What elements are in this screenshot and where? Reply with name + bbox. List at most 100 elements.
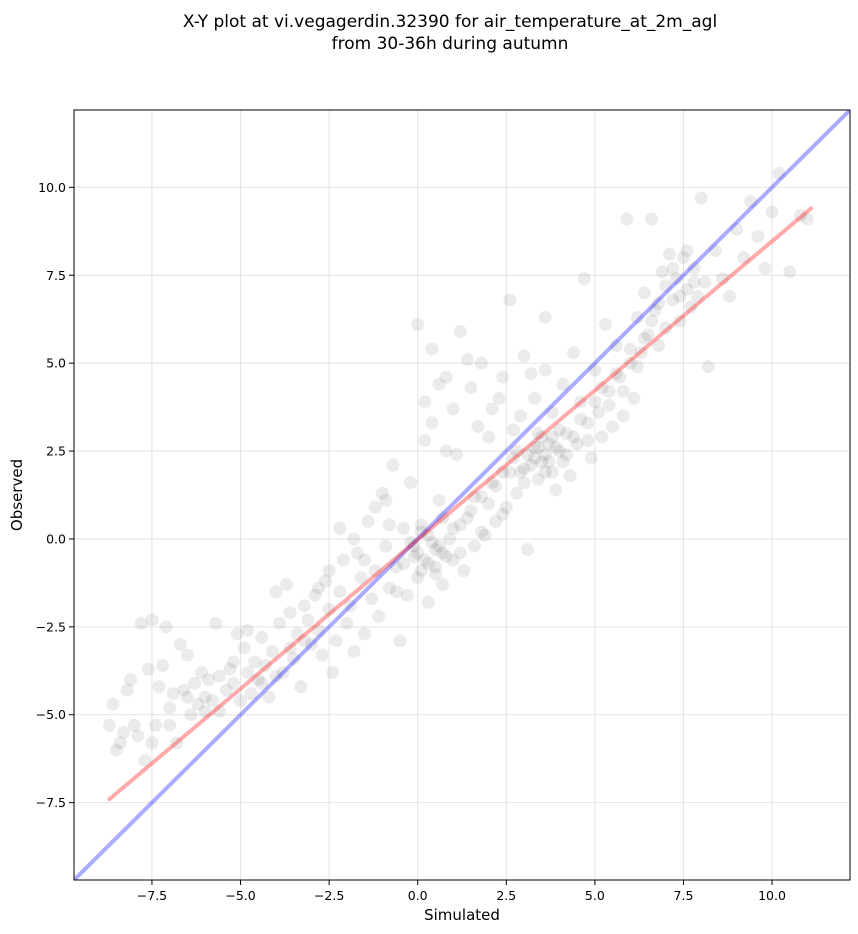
y-tick-label: 7.5 [46, 268, 66, 283]
scatter-point [641, 328, 655, 342]
scatter-point [489, 514, 503, 528]
scatter-point [510, 444, 524, 458]
scatter-point [432, 493, 446, 507]
scatter-point [627, 391, 641, 405]
scatter-point [503, 465, 517, 479]
scatter-point [552, 444, 566, 458]
scatter-point [751, 230, 765, 244]
scatter-point [156, 659, 170, 673]
scatter-point [421, 528, 435, 542]
scatter-point [439, 444, 453, 458]
scatter-point [166, 687, 180, 701]
scatter-point [113, 736, 127, 750]
scatter-point [358, 627, 372, 641]
scatter-point [450, 448, 464, 462]
scatter-point [609, 339, 623, 353]
scatter-point [549, 483, 563, 497]
scatter-point [542, 437, 556, 451]
scatter-point [602, 398, 616, 412]
scatter-point [414, 564, 428, 578]
scatter-point [425, 416, 439, 430]
x-axis-label: Simulated [424, 906, 500, 924]
scatter-point [322, 564, 336, 578]
scatter-point [545, 405, 559, 419]
scatter-point [680, 282, 694, 296]
grid-lines [74, 110, 850, 880]
scatter-point [421, 557, 435, 571]
scatter-point [552, 423, 566, 437]
scatter-point [457, 564, 471, 578]
scatter-point [117, 725, 131, 739]
scatter-point [421, 595, 435, 609]
y-tick-label: 5.0 [46, 356, 66, 371]
scatter-point [673, 314, 687, 328]
scatter-point [294, 680, 308, 694]
scatter-point [404, 535, 418, 549]
scatter-point [446, 553, 460, 567]
y-tick-label: −2.5 [36, 619, 66, 634]
scatter-point [283, 641, 297, 655]
plot-area-frame [73, 109, 851, 881]
scatter-point [343, 599, 357, 613]
scatter-point [474, 356, 488, 370]
scatter-point [659, 321, 673, 335]
scatter-point [542, 455, 556, 469]
scatter-point [432, 377, 446, 391]
scatter-point [581, 416, 595, 430]
scatter-point [340, 616, 354, 630]
axis-ticks: −7.5 −5.0 −2.5 0.0 2.5 5.0 7.5 10.0 −7.5 −5.0 −2.5… [36, 180, 786, 903]
scatter-point [237, 641, 251, 655]
scatter-point [701, 360, 715, 374]
scatter-point [138, 753, 152, 767]
scatter-point [606, 419, 620, 433]
scatter-point [276, 666, 290, 680]
scatter-point [652, 296, 666, 310]
scatter-point [333, 521, 347, 535]
scatter-point [588, 395, 602, 409]
scatter-point [251, 673, 265, 687]
scatter-point [414, 518, 428, 532]
scatter-point [496, 465, 510, 479]
scatter-point [106, 697, 120, 711]
scatter-point [145, 736, 159, 750]
scatter-point [528, 391, 542, 405]
x-tick-label: −5.0 [225, 888, 255, 903]
scatter-point [393, 634, 407, 648]
scatter-point [319, 574, 333, 588]
scatter-point [613, 370, 627, 384]
scatter-point [560, 426, 574, 440]
scatter-point [489, 479, 503, 493]
scatter-point [599, 317, 613, 331]
scatter-point [648, 303, 662, 317]
scatter-point [531, 472, 545, 486]
scatter-point [482, 497, 496, 511]
scatter-point [765, 205, 779, 219]
scatter-point [411, 546, 425, 560]
scatter-point [506, 451, 520, 465]
scatter-point [453, 546, 467, 560]
scatter-point [209, 616, 223, 630]
scatter-point [400, 588, 414, 602]
scatter-point [510, 486, 524, 500]
scatter-point [311, 623, 325, 637]
scatter-point [535, 430, 549, 444]
scatter-point [205, 694, 219, 708]
scatter-point [460, 353, 474, 367]
scatter-point [737, 251, 751, 265]
scatter-point [361, 514, 375, 528]
scatter-point [177, 683, 191, 697]
scatter-point [262, 690, 276, 704]
scatter-point [407, 539, 421, 553]
reference-lines [74, 110, 850, 880]
scatter-point [170, 736, 184, 750]
scatter-point [315, 648, 329, 662]
scatter-point [258, 659, 272, 673]
y-tick-label: 10.0 [38, 180, 66, 195]
scatter-point [474, 490, 488, 504]
scatter-point [404, 476, 418, 490]
scatter-point [591, 405, 605, 419]
scatter-point [698, 275, 712, 289]
scatter-point [418, 395, 432, 409]
scatter-point [141, 662, 155, 676]
scatter-point [414, 525, 428, 539]
